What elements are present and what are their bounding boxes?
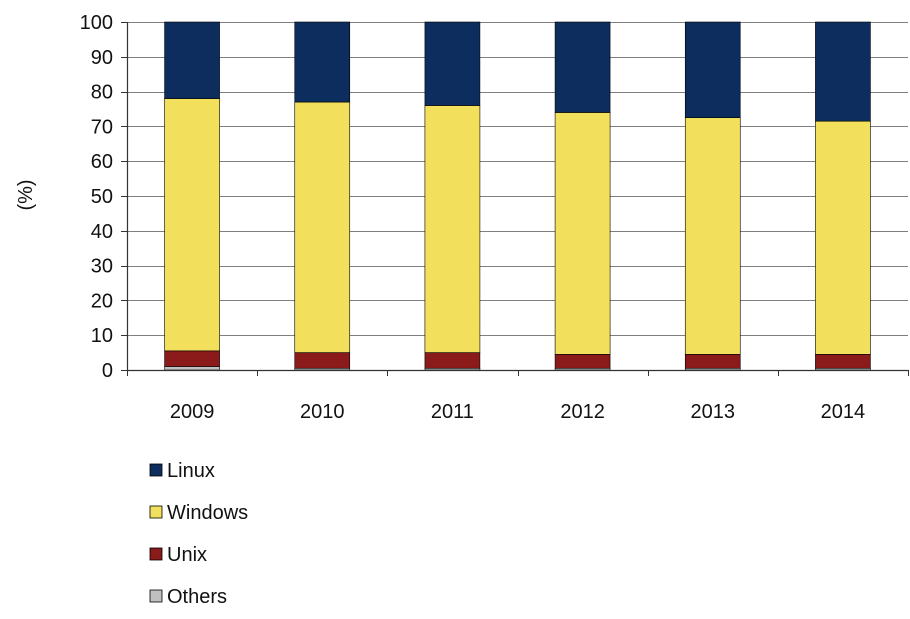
- bar-segment-unix-2014: [815, 354, 871, 369]
- legend: Linux Windows Unix Others: [149, 460, 248, 608]
- bar-segment-windows-2010: [294, 101, 351, 353]
- bar-segment-windows-2009: [164, 98, 220, 352]
- x-tick-label: 2012: [560, 401, 605, 423]
- legend-item-others: Others: [149, 586, 227, 608]
- x-tick-label: 2013: [691, 401, 736, 423]
- bars: [164, 21, 871, 371]
- bar-segment-windows-2013: [684, 117, 741, 355]
- y-tick-label: 90: [91, 47, 113, 69]
- legend-swatch: [149, 463, 163, 477]
- legend-item-unix: Unix: [149, 544, 207, 566]
- bar-segment-linux-2012: [554, 21, 611, 113]
- x-tick-label: 2014: [821, 401, 866, 423]
- legend-swatch: [149, 547, 163, 561]
- x-tick-label: 2010: [300, 401, 345, 423]
- bar-segment-unix-2012: [554, 354, 611, 369]
- y-tick-label: 40: [91, 221, 113, 243]
- legend-swatch: [149, 505, 163, 519]
- bar-segment-linux-2013: [684, 21, 741, 118]
- bar-segment-others-2009: [164, 366, 220, 371]
- legend-item-windows: Windows: [149, 502, 248, 524]
- y-tick-label: 70: [91, 116, 113, 138]
- bar-segment-unix-2013: [684, 354, 741, 369]
- y-tick-label: 80: [91, 82, 113, 104]
- y-tick-label: 10: [91, 325, 113, 347]
- y-tick-label: 20: [91, 290, 113, 312]
- y-tick-label: 100: [80, 12, 113, 34]
- bar-segment-linux-2010: [294, 21, 351, 103]
- bar-segment-unix-2009: [164, 350, 220, 367]
- y-axis-label: (%): [15, 179, 37, 210]
- bar-segment-linux-2009: [164, 21, 220, 99]
- x-tick-label: 2011: [431, 401, 474, 423]
- y-tick-label: 30: [91, 256, 113, 278]
- bar-segment-unix-2011: [424, 352, 481, 369]
- legend-item-linux: Linux: [149, 460, 215, 482]
- legend-label: Windows: [167, 502, 248, 524]
- bar-segment-linux-2014: [815, 21, 871, 122]
- gridlines: [127, 22, 908, 336]
- bar-segment-windows-2011: [424, 105, 481, 353]
- bar-segment-linux-2011: [424, 21, 481, 106]
- y-tick-label: 0: [102, 360, 113, 382]
- bar-segment-windows-2012: [554, 112, 611, 355]
- bar-segment-windows-2014: [815, 120, 871, 355]
- x-tick-label: 2009: [170, 401, 215, 423]
- x-tick-labels: 2009 2010 2011 2012 2013 2014: [170, 401, 865, 423]
- legend-label: Unix: [167, 544, 207, 566]
- axes: [121, 22, 909, 376]
- y-tick-labels: 0 10 20 30 40 50 60 70 80 90 100: [80, 12, 113, 382]
- legend-swatch: [149, 589, 163, 603]
- y-tick-label: 50: [91, 186, 113, 208]
- legend-label: Linux: [167, 460, 215, 482]
- bar-segment-unix-2010: [294, 352, 351, 369]
- legend-label: Others: [167, 586, 227, 608]
- y-tick-label: 60: [91, 151, 113, 173]
